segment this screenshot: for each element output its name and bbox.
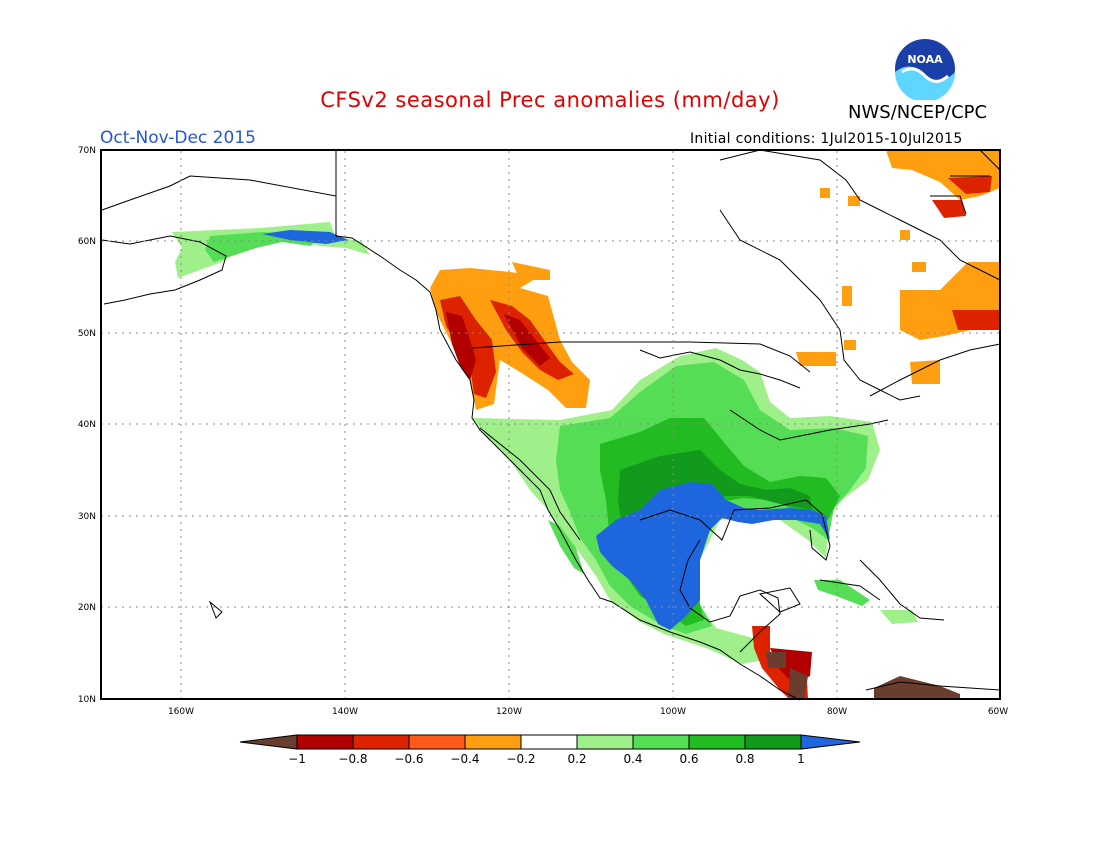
lat-tick: 20N [78, 603, 96, 613]
dry-anomaly-shading [430, 150, 1000, 700]
colorbar-swatch [744, 734, 802, 750]
lat-tick: 60N [78, 237, 96, 247]
lon-ticks: 160W 140W 120W 100W 80W 60W [168, 707, 1008, 717]
colorbar-swatch [464, 734, 522, 750]
lat-tick: 40N [78, 420, 96, 430]
period-label: Oct-Nov-Dec 2015 [100, 128, 256, 148]
colorbar-swatch [352, 734, 410, 750]
coastlines [101, 149, 1001, 701]
lat-ticks: 70N 60N 50N 40N 30N 20N 10N [78, 146, 96, 705]
lat-tick: 30N [78, 512, 96, 522]
colorbar-label: −1 [288, 752, 306, 766]
noaa-logo: NOAA [895, 39, 955, 100]
wet-anomaly-shading [172, 222, 918, 664]
colorbar-swatch [632, 734, 690, 750]
colorbar-swatch [800, 734, 861, 750]
colorbar-label: −0.8 [338, 752, 367, 766]
lat-tick: 50N [78, 329, 96, 339]
lon-tick: 80W [827, 707, 847, 717]
colorbar-swatch [520, 734, 578, 750]
colorbar-label: 0.2 [567, 752, 586, 766]
colorbar-label: 0.4 [623, 752, 642, 766]
colorbar [239, 734, 861, 750]
lon-tick: 120W [496, 707, 522, 717]
chart-title: CFSv2 seasonal Prec anomalies (mm/day) [320, 88, 780, 112]
map-grid [101, 151, 999, 698]
colorbar-label: 1 [797, 752, 805, 766]
logo-text: NOAA [907, 53, 943, 66]
colorbar-label: −0.2 [506, 752, 535, 766]
colorbar-labels: −1 −0.8 −0.6 −0.4 −0.2 0.2 0.4 0.6 0.8 1 [288, 752, 805, 766]
lon-tick: 100W [660, 707, 686, 717]
colorbar-label: 0.6 [679, 752, 698, 766]
agency-label: NWS/NCEP/CPC [848, 102, 988, 123]
colorbar-swatch [296, 734, 354, 750]
colorbar-swatch [408, 734, 466, 750]
initial-conditions-label: Initial conditions: 1Jul2015-10Jul2015 [690, 131, 963, 147]
colorbar-label: −0.6 [394, 752, 423, 766]
lon-tick: 160W [168, 707, 194, 717]
lat-tick: 10N [78, 695, 96, 705]
colorbar-swatch [688, 734, 746, 750]
lat-tick: 70N [78, 146, 96, 156]
lon-tick: 140W [332, 707, 358, 717]
colorbar-label: 0.8 [735, 752, 754, 766]
lon-tick: 60W [988, 707, 1008, 717]
colorbar-swatch [576, 734, 634, 750]
map-frame [100, 149, 1001, 700]
colorbar-label: −0.4 [450, 752, 479, 766]
colorbar-swatch [239, 734, 298, 750]
